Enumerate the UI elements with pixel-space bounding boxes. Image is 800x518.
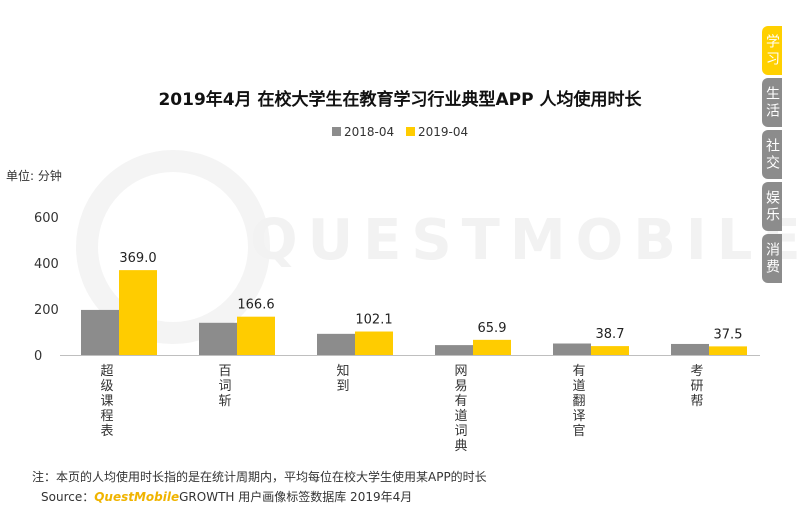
bar-0-2 <box>317 333 355 355</box>
source-brand: QuestMobile <box>94 490 180 504</box>
bar-0-4 <box>553 343 591 355</box>
bar-1-0 <box>119 270 157 355</box>
x-tick-1: 百词斩 <box>218 364 231 409</box>
side-tab-bar: 学习 生活 社交 娱乐 消费 <box>762 26 800 286</box>
bar-1-1 <box>237 316 275 355</box>
bar-1-4 <box>591 346 629 355</box>
source-prefix: Source： <box>41 490 95 504</box>
y-tick-2: 400 <box>34 257 59 272</box>
source-line: Source：QuestMobileGROWTH 用户画像标签数据库 2019年… <box>41 488 412 505</box>
side-tab-4[interactable]: 消费 <box>762 234 782 283</box>
x-tick-4: 有道翻译官 <box>572 364 585 439</box>
x-tick-0: 超级课程表 <box>100 364 113 439</box>
data-label-1: 166.6 <box>237 298 274 313</box>
bar-0-0 <box>81 309 119 355</box>
footnote: 注：本页的人均使用时长指的是在统计周期内，平均每位在校大学生使用某APP的时长 <box>32 470 487 484</box>
x-tick-2: 知到 <box>336 363 349 394</box>
data-label-3: 65.9 <box>478 321 507 336</box>
side-tab-3[interactable]: 娱乐 <box>762 182 782 231</box>
data-label-4: 38.7 <box>596 327 625 342</box>
legend-swatch-1 <box>406 127 415 136</box>
y-tick-0: 0 <box>34 349 42 364</box>
chart-title: 2019年4月 在校大学生在教育学习行业典型APP 人均使用时长 <box>158 89 642 110</box>
legend-label-1: 2019-04 <box>418 125 468 139</box>
legend-swatch-0 <box>332 127 341 136</box>
data-label-0: 369.0 <box>119 251 156 266</box>
bar-0-1 <box>199 322 237 355</box>
side-tab-2[interactable]: 社交 <box>762 130 782 179</box>
data-label-2: 102.1 <box>355 313 392 328</box>
y-tick-1: 200 <box>34 303 59 318</box>
watermark: QUESTMOBILE <box>250 208 800 273</box>
x-tick-3: 网易有道词典 <box>454 364 467 454</box>
side-tab-1[interactable]: 生活 <box>762 78 782 127</box>
source-rest: GROWTH 用户画像标签数据库 2019年4月 <box>179 490 413 504</box>
bar-0-5 <box>671 343 709 355</box>
side-tab-0[interactable]: 学习 <box>762 26 782 75</box>
bar-0-3 <box>435 345 473 355</box>
legend-label-0: 2018-04 <box>344 125 394 139</box>
y-tick-3: 600 <box>34 211 59 226</box>
bar-1-5 <box>709 346 747 355</box>
data-label-5: 37.5 <box>714 327 743 342</box>
bar-1-2 <box>355 331 393 355</box>
unit-label: 单位: 分钟 <box>6 168 62 183</box>
bar-chart: 2019年4月 在校大学生在教育学习行业典型APP 人均使用时长 2018-04 2… <box>6 89 760 454</box>
bar-1-3 <box>473 339 511 355</box>
x-tick-5: 考研帮 <box>690 364 703 409</box>
